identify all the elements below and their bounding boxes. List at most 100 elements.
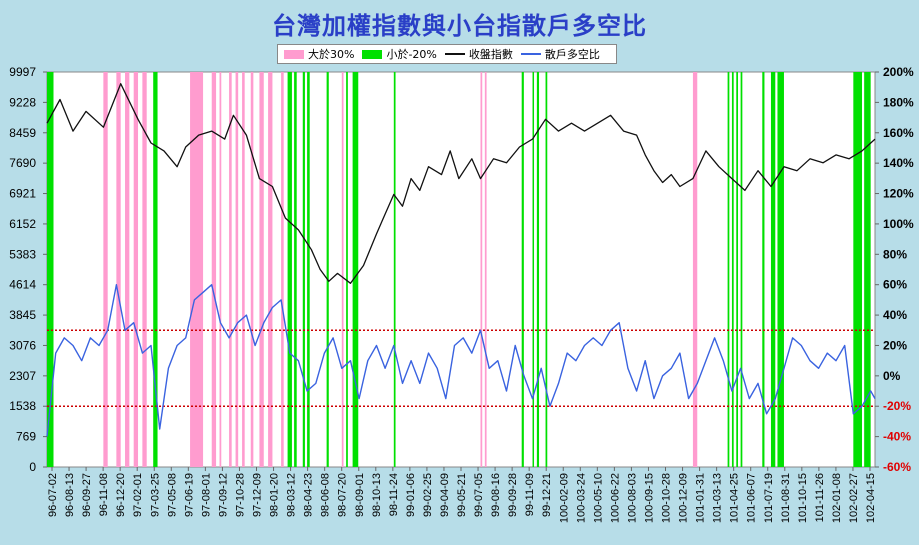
legend-label: 收盤指數: [468, 48, 513, 61]
x-tick-label: 102-01-08: [831, 473, 843, 523]
band-above-30: [219, 72, 222, 467]
x-tick-label: 99-05-21: [456, 473, 468, 517]
y-right-tick-label: 40%: [883, 308, 907, 322]
x-tick-label: 102-04-15: [865, 473, 877, 523]
x-tick-label: 98-06-08: [320, 473, 332, 517]
band-above-30: [281, 72, 284, 467]
x-tick-label: 101-06-07: [746, 473, 758, 523]
x-tick-label: 98-10-13: [371, 473, 383, 517]
y-right-tick-label: 180%: [883, 95, 914, 109]
x-tick-label: 98-04-23: [303, 473, 315, 517]
x-tick-label: 100-09-15: [643, 473, 655, 523]
band-above-30: [242, 72, 245, 467]
x-tick-label: 99-08-16: [490, 473, 502, 517]
x-tick-label: 98-07-20: [337, 473, 349, 517]
legend-item-below-20: 小於-20%: [362, 46, 437, 62]
legend-item-close-index: 收盤指數: [444, 46, 513, 62]
band-above-30: [250, 72, 254, 467]
band-above-30: [229, 72, 232, 467]
y-left-tick-label: 7690: [9, 156, 36, 170]
x-tick-label: 99-09-28: [507, 473, 519, 517]
x-tick-label: 100-05-10: [592, 473, 604, 523]
legend-swatch-pink: [284, 49, 304, 59]
y-left-tick-label: 0: [29, 460, 36, 474]
y-left-tick-label: 6152: [9, 217, 36, 231]
band-above-30: [211, 72, 217, 467]
x-tick-label: 97-06-19: [183, 473, 195, 517]
x-tick-label: 99-02-25: [422, 473, 434, 517]
x-tick-label: 96-07-02: [47, 473, 59, 517]
x-tick-label: 96-11-08: [98, 473, 110, 516]
y-left-tick-label: 3076: [9, 338, 36, 352]
band-group: [47, 72, 871, 467]
band-below-20: [393, 72, 396, 467]
band-below-20: [736, 72, 739, 467]
y-left-tick-label: 2307: [9, 369, 36, 383]
x-tick-label: 97-12-09: [252, 473, 264, 517]
band-below-20: [727, 72, 730, 467]
x-tick-label: 101-03-13: [712, 473, 724, 523]
reference-lines: [47, 329, 875, 407]
y-left-tick-label: 6921: [9, 187, 36, 201]
x-tick-label: 97-10-28: [234, 473, 246, 517]
x-tick-label: 101-07-19: [763, 473, 775, 523]
x-tick-label: 100-02-09: [558, 473, 570, 523]
band-below-20: [777, 72, 784, 467]
band-above-30: [692, 72, 698, 467]
x-tick-label: 97-03-25: [149, 473, 161, 517]
band-below-20: [326, 72, 329, 467]
series-close-index-line: [46, 83, 876, 284]
legend-swatch-blue-line: [520, 53, 541, 55]
band-below-20: [352, 72, 359, 467]
chart-title: 台灣加權指數與小台指散戶多空比: [272, 12, 647, 40]
x-tick-label: 102-02-27: [848, 473, 860, 523]
x-tick-label: 100-10-28: [661, 473, 673, 523]
x-tick-label: 99-01-06: [405, 473, 417, 517]
legend-label: 大於30%: [308, 48, 355, 61]
legend-item-retail-ratio: 散戶多空比: [520, 46, 600, 62]
y-right-tick-label: 100%: [883, 217, 914, 231]
y-left-tick-label: 8459: [9, 126, 36, 140]
y-axis-right: 200% 180% 160% 140% 120% 100% 80% 60% 40% 20% 0% -2…: [875, 65, 914, 474]
band-above-30: [125, 72, 130, 467]
band-above-30: [133, 72, 139, 467]
x-tick-label: 99-04-09: [439, 473, 451, 517]
band-below-20: [740, 72, 743, 467]
x-tick-label: 96-08-13: [64, 473, 76, 517]
band-below-20: [864, 72, 871, 467]
y-right-tick-label: -20%: [883, 399, 911, 413]
band-below-20: [762, 72, 765, 467]
band-below-20: [545, 72, 548, 467]
band-below-20: [346, 72, 348, 467]
band-above-30: [103, 72, 108, 467]
x-tick-label: 98-01-20: [269, 473, 281, 517]
band-above-30: [268, 72, 273, 467]
x-tick-label: 98-03-12: [286, 473, 298, 517]
x-tick-label: 100-12-09: [678, 473, 690, 523]
y-right-tick-label: -40%: [883, 430, 911, 444]
y-right-tick-label: 200%: [883, 65, 914, 79]
band-above-30: [341, 72, 344, 467]
x-axis: 96-07-02 96-08-13 96-09-27 96-11-08 96-12-20…: [47, 467, 877, 523]
x-tick-label: 99-11-09: [524, 473, 536, 516]
x-tick-label: 96-09-27: [81, 473, 93, 517]
x-tick-label: 97-09-12: [217, 473, 229, 517]
y-right-tick-label: 140%: [883, 156, 914, 170]
band-above-30: [259, 72, 264, 467]
x-tick-label: 98-09-01: [354, 473, 366, 517]
band-below-20: [536, 72, 540, 467]
x-tick-label: 99-12-21: [541, 473, 553, 517]
band-above-30: [480, 72, 483, 467]
band-below-20: [294, 72, 297, 467]
y-left-tick-label: 1538: [9, 399, 36, 413]
plot-area: [46, 71, 876, 468]
band-above-30: [190, 72, 204, 467]
y-left-tick-label: 4614: [9, 278, 36, 292]
x-tick-label: 101-11-26: [814, 473, 826, 522]
x-tick-label: 96-12-20: [115, 473, 127, 517]
band-below-20: [307, 72, 310, 467]
x-tick-label: 101-10-15: [797, 473, 809, 523]
y-right-tick-label: -60%: [883, 460, 911, 474]
x-tick-label: 101-04-25: [729, 473, 741, 523]
